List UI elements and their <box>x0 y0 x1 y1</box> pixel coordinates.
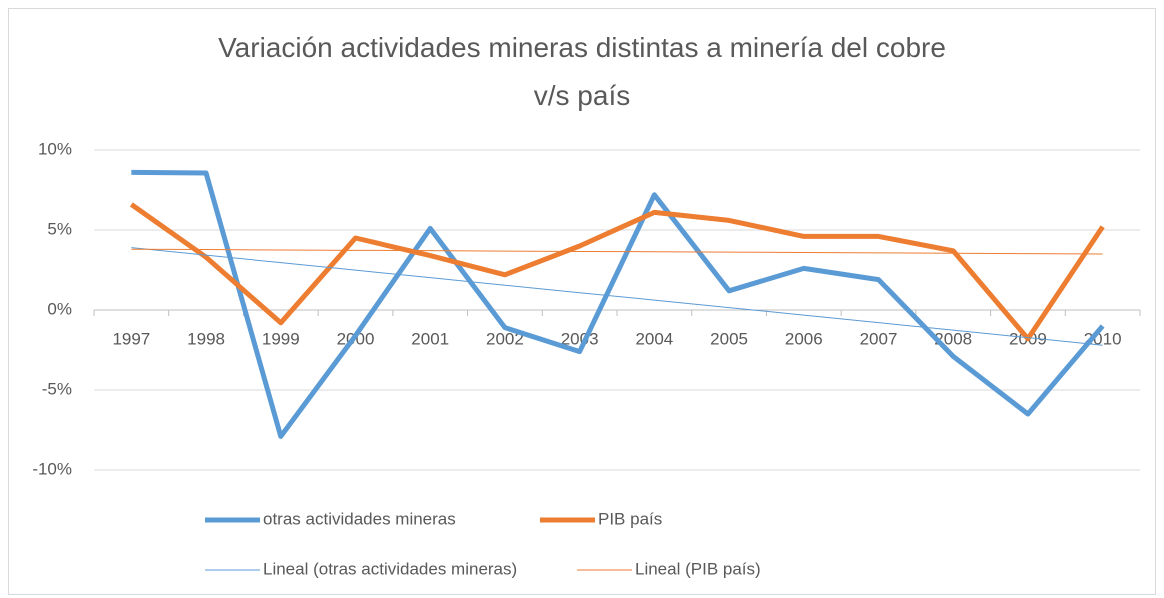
series-line <box>131 248 1103 255</box>
x-tick-label: 2005 <box>710 329 748 348</box>
y-tick-label: -5% <box>42 379 72 398</box>
series-line <box>131 247 1103 346</box>
series-line <box>131 169 1105 439</box>
series-line <box>129 202 1105 342</box>
chart-title: Variación actividades mineras distintas … <box>218 32 946 111</box>
legend-label: Lineal (PIB país) <box>635 559 761 578</box>
x-tick-label: 1998 <box>187 329 225 348</box>
x-tick-label: 1997 <box>112 329 150 348</box>
x-tick-label: 2004 <box>635 329 673 348</box>
y-tick-label: -10% <box>32 459 72 478</box>
legend-label: otras actividades mineras <box>263 509 456 528</box>
chart-border <box>8 8 1156 595</box>
x-tick-label: 2002 <box>486 329 524 348</box>
y-tick-label: 10% <box>38 139 72 158</box>
y-tick-label: 0% <box>47 299 72 318</box>
legend-label: Lineal (otras actividades mineras) <box>263 559 517 578</box>
x-tick-label: 2007 <box>860 329 898 348</box>
legend-label: PIB país <box>598 509 662 528</box>
x-tick-label: 2001 <box>411 329 449 348</box>
y-tick-label: 5% <box>47 219 72 238</box>
x-tick-label: 1999 <box>262 329 300 348</box>
x-tick-label: 2006 <box>785 329 823 348</box>
